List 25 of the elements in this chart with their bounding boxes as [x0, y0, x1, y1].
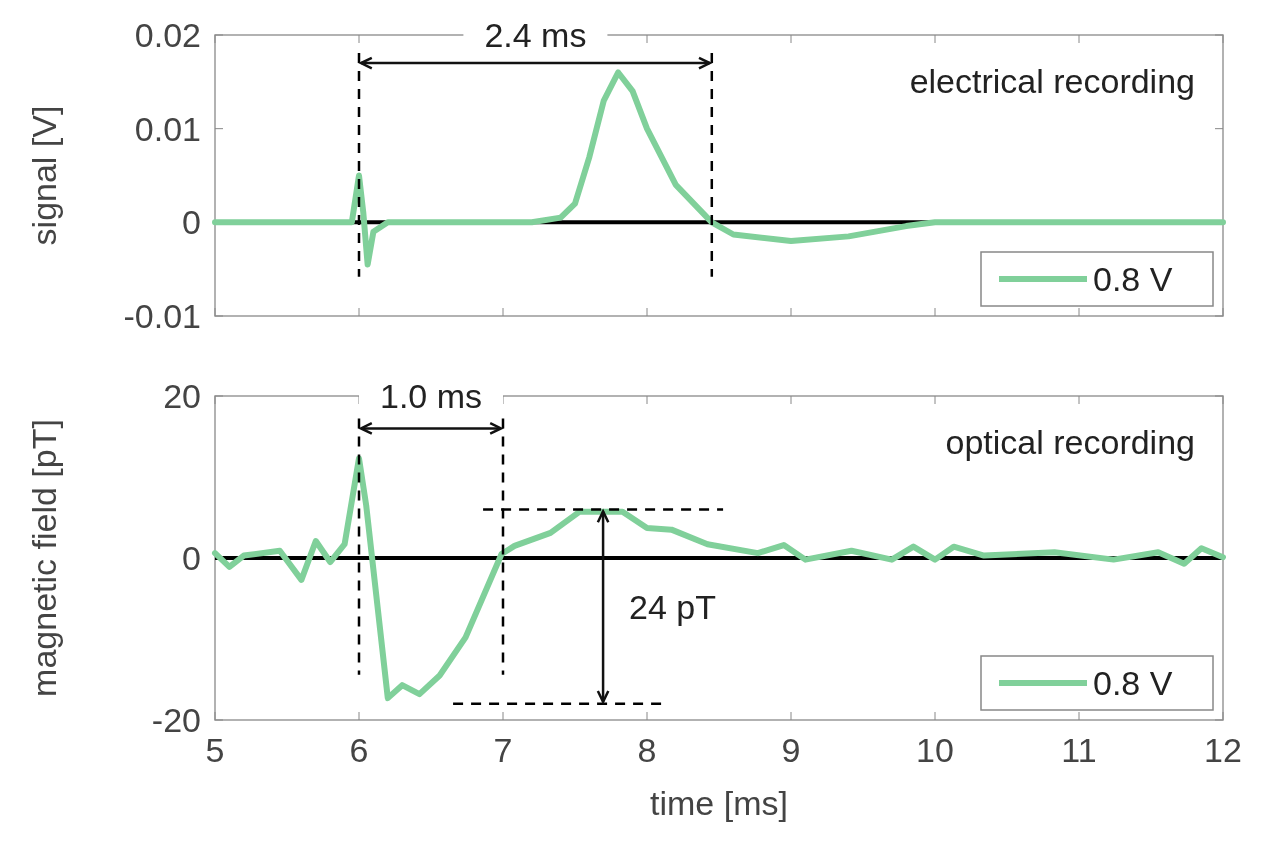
x-tick-label: 8	[637, 731, 657, 769]
annotation: electrical recording	[909, 62, 1195, 100]
x-tick-label: 11	[1061, 731, 1097, 769]
x-axis-title: time [ms]	[650, 784, 788, 822]
y-tick-label: 0.02	[134, 15, 201, 54]
y-axis-title: signal [V]	[25, 105, 63, 246]
x-tick-label: 10	[916, 731, 954, 769]
x-tick-label: 12	[1204, 731, 1242, 769]
annotation: optical recording	[945, 423, 1195, 461]
y-tick-label: 0	[182, 203, 201, 242]
x-tick-label: 9	[781, 731, 801, 769]
legend-label: 0.8 V	[1093, 663, 1173, 702]
x-tick-label: 6	[349, 731, 369, 769]
x-tick-label: 7	[493, 731, 513, 769]
y-tick-label: 0.01	[134, 109, 201, 148]
y-tick-label: -20	[151, 700, 201, 739]
annotation: 1.0 ms	[379, 377, 483, 415]
y-axis-title: magnetic field [pT]	[25, 419, 63, 697]
y-tick-label: 0	[182, 538, 201, 577]
legend-label: 0.8 V	[1093, 259, 1173, 298]
annotation: 2.4 ms	[484, 16, 587, 54]
y-tick-label: -0.01	[123, 296, 201, 335]
y-tick-label: 20	[163, 376, 201, 415]
x-tick-label: 5	[205, 731, 225, 769]
annotation: 24 pT	[629, 587, 717, 626]
